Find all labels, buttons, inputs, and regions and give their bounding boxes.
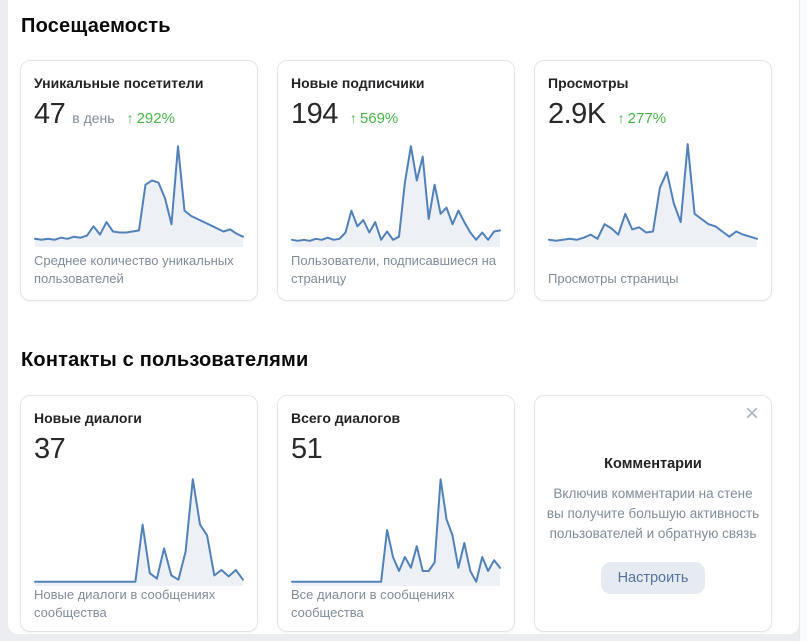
trend-badge: ↑ 292% xyxy=(127,110,175,127)
stat-row: 2.9K ↑ 277% xyxy=(548,98,758,131)
promo-card-comments: × Комментарии Включив комментарии на сте… xyxy=(534,395,772,632)
trend-badge: ↑ 569% xyxy=(350,110,398,127)
stat-value: 194 xyxy=(291,98,338,130)
section-title-attendance: Посещаемость xyxy=(21,15,171,37)
promo-title: Комментарии xyxy=(604,456,702,472)
trend-value: 569% xyxy=(359,110,399,127)
stat-row: 47 в день ↑ 292% xyxy=(34,98,244,131)
stat-row: 51 xyxy=(291,433,501,466)
sparkline-chart xyxy=(291,472,501,586)
attendance-cards-row: Уникальные посетители 47 в день ↑ 292% С… xyxy=(20,60,772,301)
card-description: Среднее количество уникальных пользовате… xyxy=(34,253,234,286)
contacts-cards-row: Новые диалоги 37 Новые диалоги в сообщен… xyxy=(20,395,772,632)
stat-card-views[interactable]: Просмотры 2.9K ↑ 277% Просмотры страницы xyxy=(534,60,772,301)
card-title: Новые подписчики xyxy=(291,75,425,91)
stat-row: 194 ↑ 569% xyxy=(291,98,501,131)
stat-value: 51 xyxy=(291,433,323,465)
stat-card-new-dialogs[interactable]: Новые диалоги 37 Новые диалоги в сообщен… xyxy=(20,395,258,632)
stat-value: 2.9K xyxy=(548,98,606,130)
sparkline-chart xyxy=(548,137,758,247)
card-description: Пользователи, подписавшиеся на страницу xyxy=(291,253,497,286)
trend-up-icon: ↑ xyxy=(349,110,357,126)
sparkline-chart xyxy=(291,137,501,247)
card-description: Просмотры страницы xyxy=(548,271,679,286)
card-description: Все диалоги в сообщениях сообщества xyxy=(291,587,455,620)
scrollbar[interactable] xyxy=(799,0,807,641)
stat-value: 47 xyxy=(34,98,66,130)
card-title: Уникальные посетители xyxy=(34,75,204,91)
stat-value: 37 xyxy=(34,433,66,465)
trend-value: 292% xyxy=(136,110,175,127)
sparkline-chart xyxy=(34,472,244,586)
stat-card-total-dialogs[interactable]: Всего диалогов 51 Все диалоги в сообщени… xyxy=(277,395,515,632)
trend-badge: ↑ 277% xyxy=(618,110,666,127)
card-title: Просмотры xyxy=(548,75,629,91)
configure-button[interactable]: Настроить xyxy=(600,562,706,594)
card-title: Всего диалогов xyxy=(291,410,401,426)
close-icon[interactable]: × xyxy=(744,400,759,427)
stat-card-unique-visitors[interactable]: Уникальные посетители 47 в день ↑ 292% С… xyxy=(20,60,258,301)
trend-value: 277% xyxy=(627,110,667,127)
promo-text: Включив комментарии на стене вы получите… xyxy=(546,486,760,541)
stat-suffix: в день xyxy=(72,110,115,126)
trend-up-icon: ↑ xyxy=(126,110,134,126)
stat-row: 37 xyxy=(34,433,244,466)
card-title: Новые диалоги xyxy=(34,410,142,426)
card-description: Новые диалоги в сообщениях сообщества xyxy=(34,587,216,620)
content-panel: Посещаемость Уникальные посетители 47 в … xyxy=(8,0,799,634)
stat-card-new-subscribers[interactable]: Новые подписчики 194 ↑ 569% Пользователи… xyxy=(277,60,515,301)
section-title-contacts: Контакты с пользователями xyxy=(21,349,309,371)
sparkline-chart xyxy=(34,137,244,247)
trend-up-icon: ↑ xyxy=(617,110,625,126)
